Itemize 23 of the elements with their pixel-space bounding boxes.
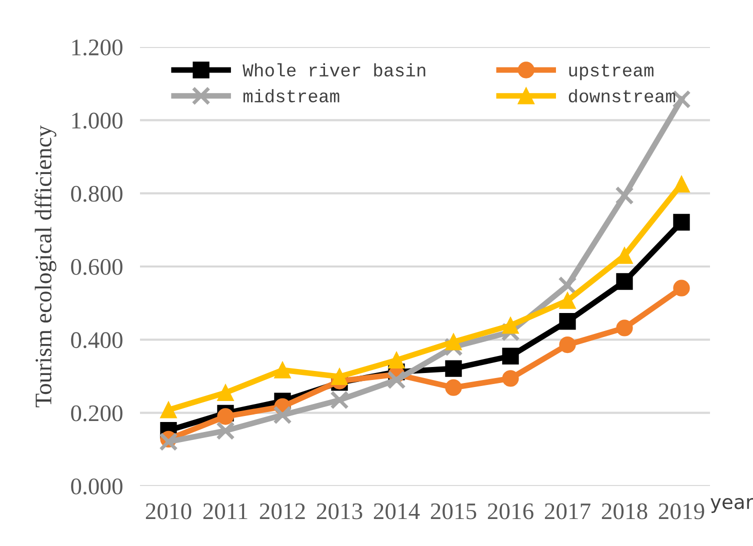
legend-label: downstream <box>568 89 676 102</box>
x-axis-title: year <box>710 498 753 513</box>
y-tick-label: 1.200 <box>72 39 122 56</box>
y-tick-label: 0.800 <box>71 186 122 202</box>
x-tick-label: 2010 <box>146 503 192 520</box>
legend-label: upstream <box>569 64 654 80</box>
x-tick-label: 2017 <box>544 503 590 520</box>
x-tick-label: 2013 <box>316 503 362 520</box>
y-tick-label: 0.400 <box>71 332 122 348</box>
y-tick-label: 0.600 <box>71 258 122 276</box>
y-axis-title: Tourism ecological dfficiency <box>34 125 56 408</box>
legend-label: midstream <box>243 89 340 102</box>
x-tick-label: 2018 <box>602 503 648 520</box>
x-tick-label: 2016 <box>488 503 534 520</box>
x-tick-label: 2011 <box>203 503 248 520</box>
y-tick-label: 0.200 <box>71 405 122 422</box>
x-tick-label: 2019 <box>658 503 704 520</box>
x-tick-label: 2014 <box>374 503 420 520</box>
y-tick-label: 0.000 <box>71 478 122 495</box>
x-tick-label: 2012 <box>260 503 305 520</box>
x-tick-label: 2015 <box>430 503 476 520</box>
y-tick-label: 1.000 <box>72 112 122 129</box>
legend-label: Whole river basin <box>242 63 426 77</box>
